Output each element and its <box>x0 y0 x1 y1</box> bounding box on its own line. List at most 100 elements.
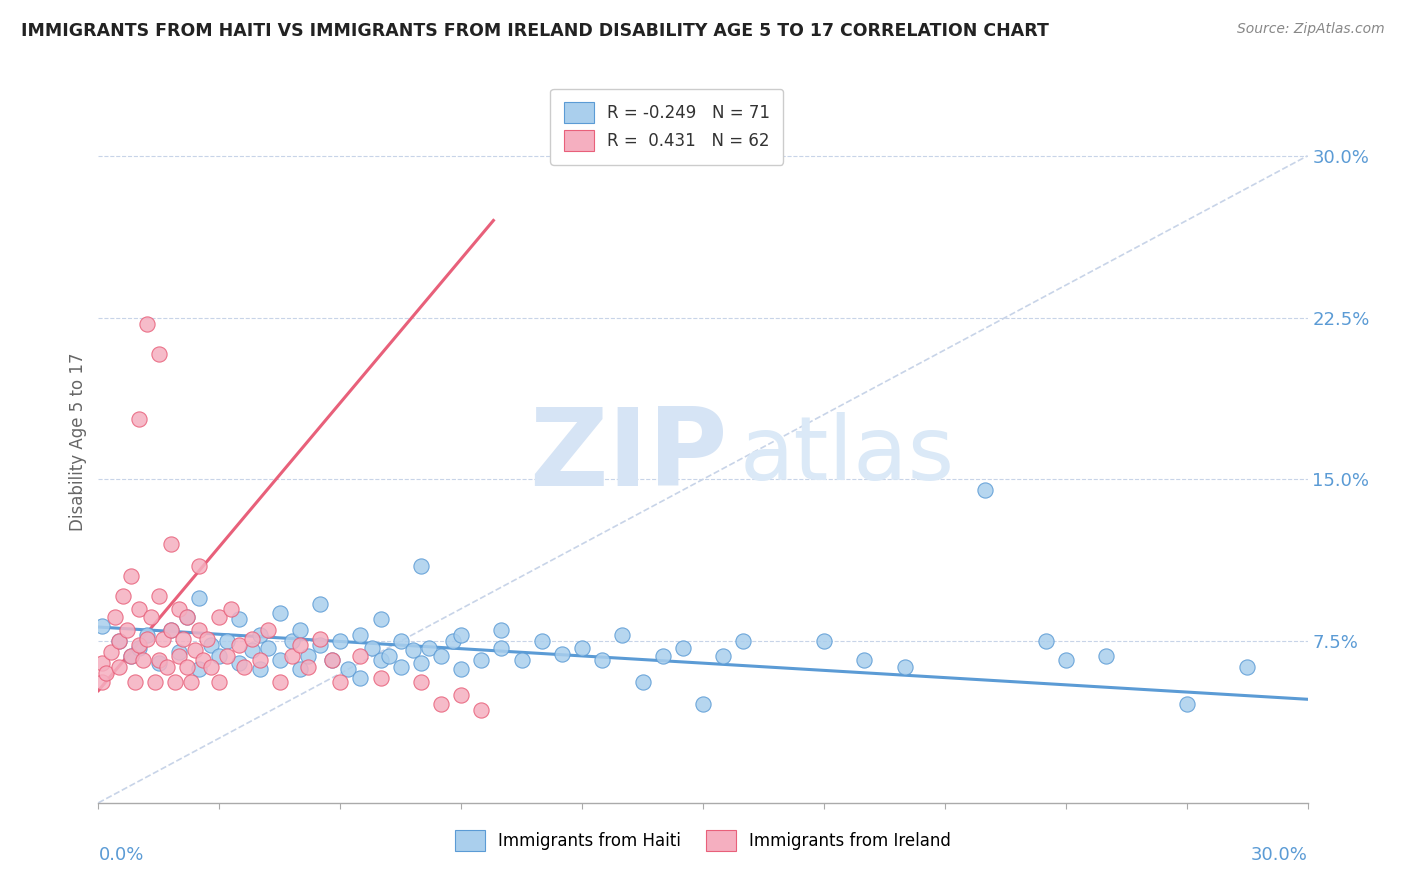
Point <box>329 634 352 648</box>
Point <box>120 569 142 583</box>
Point <box>143 675 166 690</box>
Point <box>167 601 190 615</box>
Point <box>128 412 150 426</box>
Point <box>100 645 122 659</box>
Point <box>135 627 157 641</box>
Point <box>551 647 574 661</box>
Point <box>91 656 114 670</box>
Point <box>470 703 492 717</box>
Point <box>361 640 384 655</box>
Point <box>349 627 371 641</box>
Point <box>180 675 202 690</box>
Point <box>240 642 263 657</box>
Point <box>1175 697 1198 711</box>
Point <box>510 653 533 667</box>
Point <box>370 612 392 626</box>
Point <box>1095 649 1118 664</box>
Point <box>163 675 186 690</box>
Point <box>193 653 215 667</box>
Point <box>128 601 150 615</box>
Text: ZIP: ZIP <box>529 403 727 509</box>
Point <box>409 656 432 670</box>
Point <box>651 649 673 664</box>
Point <box>441 634 464 648</box>
Point <box>107 634 129 648</box>
Point <box>228 612 250 626</box>
Point <box>288 638 311 652</box>
Point <box>571 640 593 655</box>
Point <box>148 656 170 670</box>
Point <box>321 653 343 667</box>
Point <box>96 666 118 681</box>
Point <box>107 634 129 648</box>
Point <box>232 660 254 674</box>
Point <box>389 660 412 674</box>
Point <box>409 675 432 690</box>
Point <box>124 675 146 690</box>
Point <box>377 649 399 664</box>
Point <box>370 671 392 685</box>
Point <box>200 660 222 674</box>
Point <box>321 653 343 667</box>
Point <box>256 624 278 638</box>
Point <box>281 649 304 664</box>
Point <box>288 624 311 638</box>
Point <box>249 627 271 641</box>
Point <box>1035 634 1057 648</box>
Point <box>281 634 304 648</box>
Point <box>256 640 278 655</box>
Point <box>200 638 222 652</box>
Point <box>120 649 142 664</box>
Point <box>208 649 231 664</box>
Point <box>120 649 142 664</box>
Point <box>491 624 513 638</box>
Text: IMMIGRANTS FROM HAITI VS IMMIGRANTS FROM IRELAND DISABILITY AGE 5 TO 17 CORRELAT: IMMIGRANTS FROM HAITI VS IMMIGRANTS FROM… <box>21 22 1049 40</box>
Point <box>167 645 190 659</box>
Point <box>176 610 198 624</box>
Point <box>152 632 174 646</box>
Point <box>172 632 194 646</box>
Point <box>167 649 190 664</box>
Point <box>733 634 755 648</box>
Point <box>160 537 183 551</box>
Point <box>176 660 198 674</box>
Point <box>893 660 915 674</box>
Point <box>148 347 170 361</box>
Point <box>309 598 332 612</box>
Point <box>176 610 198 624</box>
Point <box>692 697 714 711</box>
Point <box>711 649 734 664</box>
Text: atlas: atlas <box>740 412 955 500</box>
Point <box>208 610 231 624</box>
Text: Source: ZipAtlas.com: Source: ZipAtlas.com <box>1237 22 1385 37</box>
Point <box>184 642 207 657</box>
Point <box>228 638 250 652</box>
Point <box>309 632 332 646</box>
Point <box>156 660 179 674</box>
Point <box>430 649 453 664</box>
Point <box>853 653 876 667</box>
Y-axis label: Disability Age 5 to 17: Disability Age 5 to 17 <box>69 352 87 531</box>
Point <box>450 662 472 676</box>
Point <box>135 317 157 331</box>
Point <box>135 632 157 646</box>
Point <box>128 638 150 652</box>
Point <box>91 619 114 633</box>
Point <box>269 606 291 620</box>
Point <box>297 649 319 664</box>
Text: 0.0%: 0.0% <box>98 847 143 864</box>
Legend: Immigrants from Haiti, Immigrants from Ireland: Immigrants from Haiti, Immigrants from I… <box>447 822 959 860</box>
Point <box>631 675 654 690</box>
Point <box>269 653 291 667</box>
Point <box>612 627 634 641</box>
Point <box>309 638 332 652</box>
Point <box>249 653 271 667</box>
Point <box>249 662 271 676</box>
Point <box>188 624 211 638</box>
Point <box>148 653 170 667</box>
Point <box>160 624 183 638</box>
Point <box>337 662 360 676</box>
Point <box>402 642 425 657</box>
Point <box>389 634 412 648</box>
Point <box>450 627 472 641</box>
